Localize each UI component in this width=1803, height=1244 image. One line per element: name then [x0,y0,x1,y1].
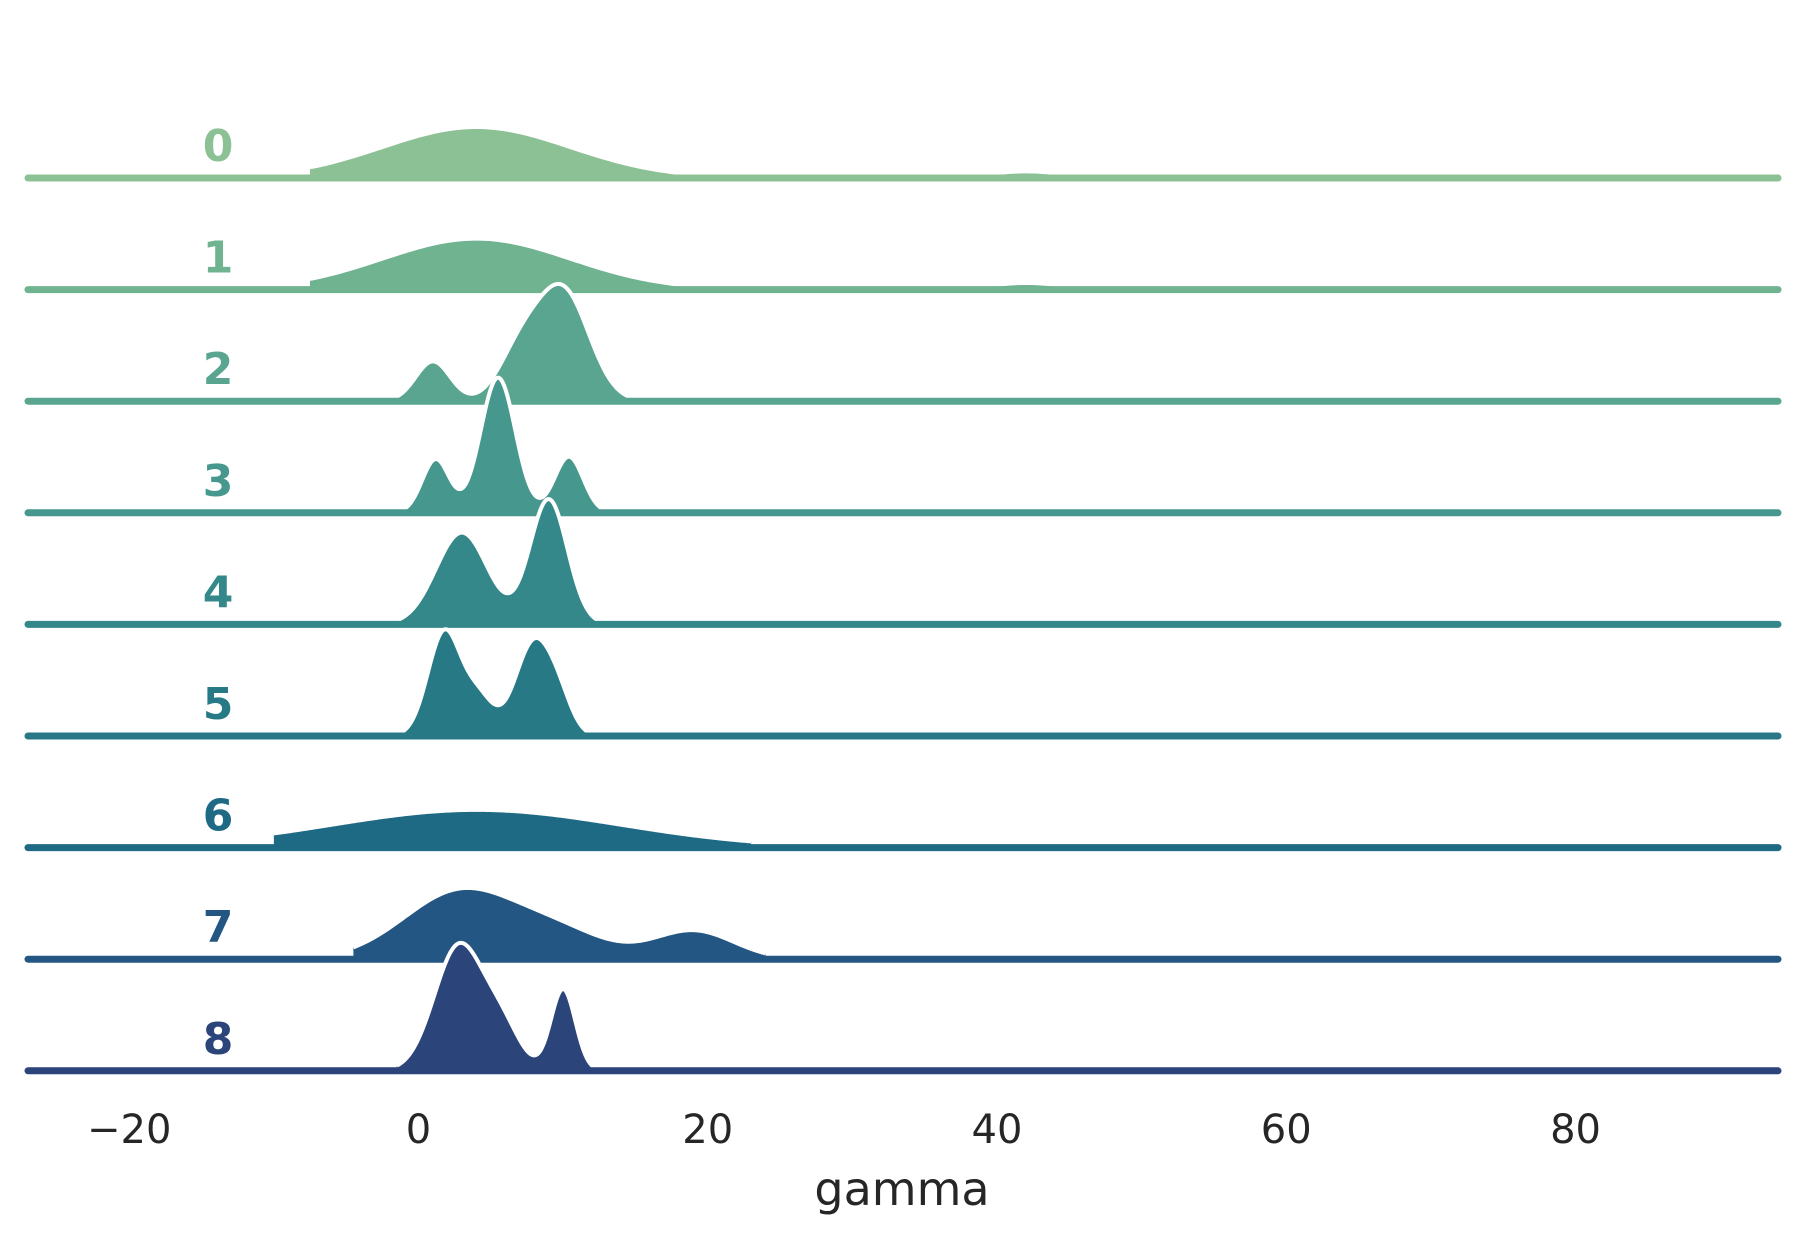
ridge-area-7 [353,887,766,960]
ridge-area-0 [310,127,1099,178]
rows-layer: 0 1 2 3 4 5 6 7 8 [24,121,1782,1075]
x-tick-label: 60 [1261,1107,1312,1153]
x-tick-label: 20 [682,1107,733,1153]
x-tick-label: 80 [1550,1107,1601,1153]
ridge-area-5 [396,629,593,736]
x-axis: −20 0 20 40 60 80 [87,1107,1601,1153]
ridge-row-1: 1 [24,233,1782,294]
ridge-row-7: 7 [24,885,1782,963]
ridge-outline-8 [395,940,608,1073]
ridge-label-3: 3 [203,456,234,507]
ridge-label-2: 2 [203,344,234,395]
x-tick-label: −20 [87,1107,171,1153]
ridge-label-8: 8 [203,1014,234,1065]
ridge-label-0: 0 [203,121,234,172]
ridge-row-4: 4 [24,497,1782,628]
ridge-row-6: 6 [24,791,1782,852]
ridge-row-8: 8 [24,940,1782,1075]
ridge-outline-3 [395,375,608,514]
ridge-area-2 [389,283,643,402]
ridge-row-0: 0 [24,121,1782,182]
x-tick-label: 0 [406,1107,431,1153]
ridge-outline-5 [395,627,594,737]
ridge-label-4: 4 [203,567,234,618]
ridge-label-5: 5 [203,679,234,730]
ridge-label-1: 1 [203,233,234,284]
ridge-area-6 [273,809,752,848]
ridge-outline-6 [273,807,752,844]
ridge-label-7: 7 [203,902,234,953]
ridge-outline-7 [352,885,767,956]
ridge-row-5: 5 [24,627,1782,740]
ridge-row-3: 3 [24,375,1782,517]
x-axis-label: gamma [814,1162,989,1216]
ridge-area-4 [396,499,600,625]
ridge-label-6: 6 [203,791,234,842]
ridge-outline-2 [388,281,644,403]
x-tick-label: 40 [972,1107,1023,1153]
ridge-area-1 [310,238,1099,290]
ridge-row-2: 2 [24,281,1782,405]
ridge-outline-4 [395,497,601,623]
